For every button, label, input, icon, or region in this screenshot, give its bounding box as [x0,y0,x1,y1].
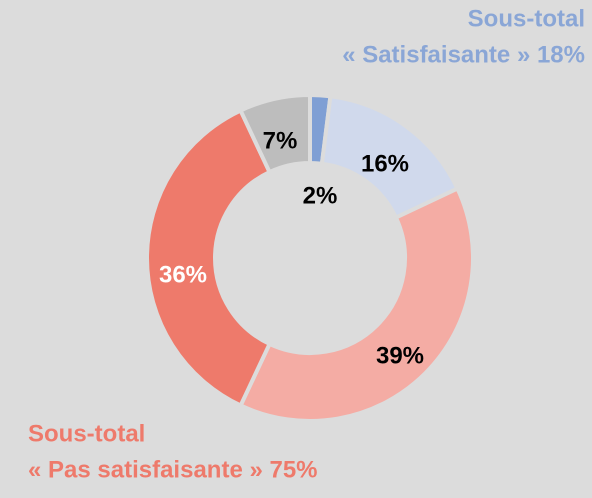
data-label: 36% [159,261,207,288]
donut-segment [237,92,312,175]
data-label: 7% [263,127,298,154]
annotation: Sous-total [28,420,145,447]
annotation: Sous-total [468,5,585,32]
annotation: « Satisfaisante » 18% [342,41,585,68]
data-label: 16% [361,150,409,177]
data-label: 39% [376,342,424,369]
donut-segment [237,185,475,423]
annotation: « Pas satisfaisante » 75% [28,456,318,483]
data-label: 2% [303,182,338,209]
donut-segment [145,107,273,409]
